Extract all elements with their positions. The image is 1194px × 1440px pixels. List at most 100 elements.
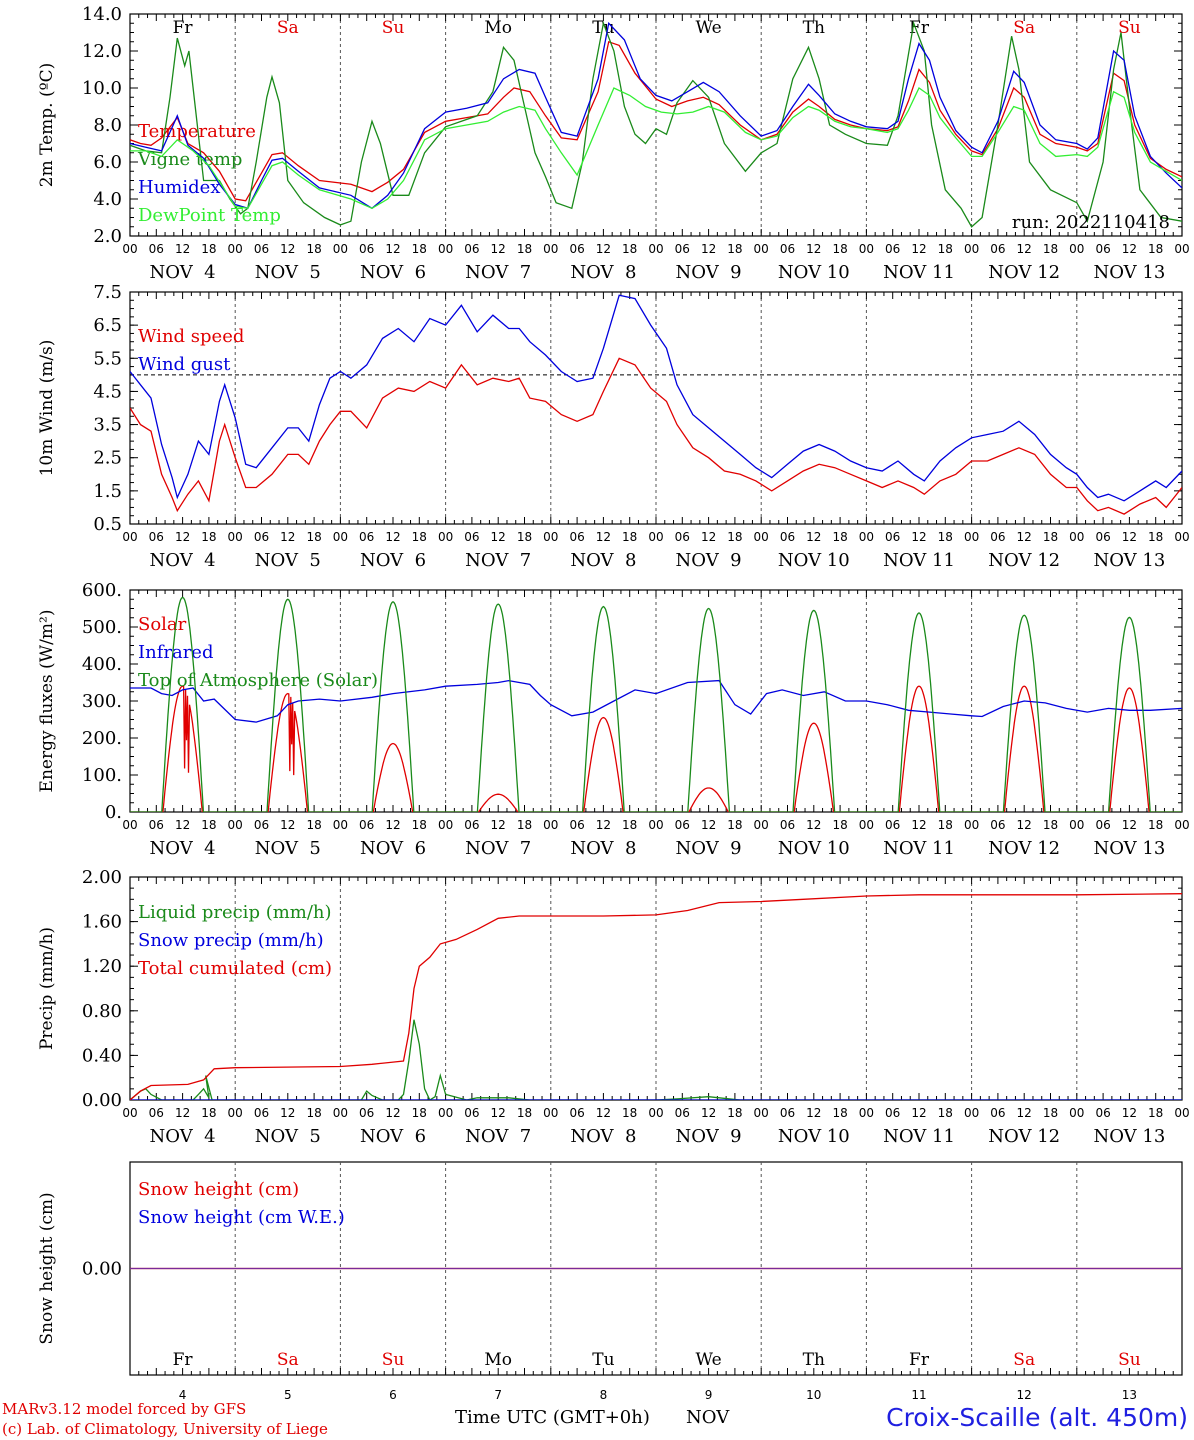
legend-entry: Total cumulated (cm): [138, 958, 332, 979]
hour-label: 18: [622, 530, 637, 544]
hour-label: 00: [964, 530, 979, 544]
hour-label: 06: [885, 242, 900, 256]
hour-label: 06: [780, 1106, 795, 1120]
date-label: NOV 11: [883, 262, 955, 283]
hour-label: 18: [412, 242, 427, 256]
day-label: Su: [382, 1350, 405, 1370]
hour-label: 00: [964, 818, 979, 832]
date-label: NOV 4: [150, 550, 216, 571]
day-number: 5: [284, 1388, 292, 1402]
hour-label: 06: [254, 530, 269, 544]
hour-label: 00: [438, 242, 453, 256]
hour-label: 18: [832, 242, 847, 256]
hour-label: 06: [464, 1106, 479, 1120]
day-label: Fr: [173, 18, 194, 38]
date-label: NOV 9: [676, 550, 742, 571]
hour-label: 12: [806, 530, 821, 544]
hour-label: 12: [806, 1106, 821, 1120]
day-label: Su: [382, 18, 405, 38]
y-axis-label: Precip (mm/h): [37, 927, 57, 1050]
hour-label: 06: [464, 242, 479, 256]
hour-label: 18: [1043, 242, 1058, 256]
hour-label: 06: [1095, 530, 1110, 544]
hour-label: 00: [648, 818, 663, 832]
hour-label: 18: [727, 242, 742, 256]
hour-label: 18: [938, 1106, 953, 1120]
hour-label: 06: [254, 818, 269, 832]
hour-label: 06: [675, 242, 690, 256]
date-label: NOV 4: [150, 1126, 216, 1147]
y-tick-label: 4.5: [93, 381, 122, 402]
hour-label: 12: [596, 818, 611, 832]
x-axis-label: Time UTC (GMT+0h): [455, 1407, 650, 1428]
day-number: 4: [179, 1388, 187, 1402]
date-label: NOV 11: [883, 550, 955, 571]
series-line: [130, 893, 1182, 1100]
date-label: NOV 4: [150, 262, 216, 283]
hour-label: 00: [228, 818, 243, 832]
hour-label: 12: [806, 242, 821, 256]
y-tick-label: 1.20: [82, 956, 122, 977]
hour-label: 12: [701, 530, 716, 544]
hour-label: 06: [885, 1106, 900, 1120]
hour-label: 12: [806, 818, 821, 832]
station-title: Croix-Scaille (alt. 450m): [886, 1403, 1188, 1432]
hour-label: 00: [754, 242, 769, 256]
hour-label: 12: [280, 530, 295, 544]
day-label: Mo: [484, 18, 512, 38]
date-label: NOV 12: [988, 838, 1060, 859]
y-axis-label: Energy fluxes (W/m²): [37, 610, 57, 793]
date-label: NOV 10: [778, 262, 850, 283]
day-label: Fr: [173, 1350, 194, 1370]
hour-label: 00: [1174, 818, 1189, 832]
y-tick-label: 5.5: [93, 348, 122, 369]
day-label: Sa: [277, 1350, 299, 1370]
hour-label: 18: [412, 530, 427, 544]
hour-label: 12: [701, 1106, 716, 1120]
day-label: Su: [1118, 18, 1141, 38]
y-tick-label: 400.: [82, 654, 122, 675]
y-tick-label: 0.00: [82, 1090, 122, 1111]
y-tick-label: 0.80: [82, 1001, 122, 1022]
hour-label: 12: [491, 1106, 506, 1120]
hour-label: 18: [306, 530, 321, 544]
series-line: [130, 679, 1182, 723]
hour-label: 12: [1017, 530, 1032, 544]
hour-label: 12: [911, 242, 926, 256]
hour-label: 12: [701, 242, 716, 256]
y-tick-label: 6.5: [93, 315, 122, 336]
date-label: NOV 5: [255, 1126, 321, 1147]
hour-label: 06: [675, 1106, 690, 1120]
hour-label: 12: [175, 242, 190, 256]
day-number: 13: [1122, 1388, 1137, 1402]
day-label: Sa: [277, 18, 299, 38]
y-tick-label: 2.00: [82, 867, 122, 888]
hour-label: 12: [280, 1106, 295, 1120]
legend-entry: Liquid precip (mm/h): [138, 902, 332, 923]
y-tick-label: 14.0: [82, 4, 122, 25]
y-tick-label: 500.: [82, 617, 122, 638]
date-label: NOV 9: [676, 262, 742, 283]
hour-label: 12: [911, 530, 926, 544]
hour-label: 00: [333, 242, 348, 256]
y-tick-label: 8.0: [93, 115, 122, 136]
hour-label: 12: [596, 242, 611, 256]
hour-label: 18: [832, 818, 847, 832]
hour-label: 06: [780, 242, 795, 256]
hour-label: 00: [964, 1106, 979, 1120]
date-label: NOV 10: [778, 1126, 850, 1147]
legend-entry: Solar: [138, 614, 187, 635]
hour-label: 00: [1069, 530, 1084, 544]
hour-label: 00: [438, 530, 453, 544]
y-tick-label: 1.60: [82, 912, 122, 933]
date-label: NOV 5: [255, 838, 321, 859]
hour-label: 18: [412, 818, 427, 832]
hour-label: 06: [464, 530, 479, 544]
y-axis-label: 2m Temp. (ºC): [37, 63, 57, 188]
date-label: NOV 9: [676, 1126, 742, 1147]
date-label: NOV 13: [1093, 262, 1165, 283]
hour-label: 06: [359, 530, 374, 544]
y-tick-label: 300.: [82, 691, 122, 712]
hour-label: 06: [780, 530, 795, 544]
hour-label: 00: [1069, 818, 1084, 832]
